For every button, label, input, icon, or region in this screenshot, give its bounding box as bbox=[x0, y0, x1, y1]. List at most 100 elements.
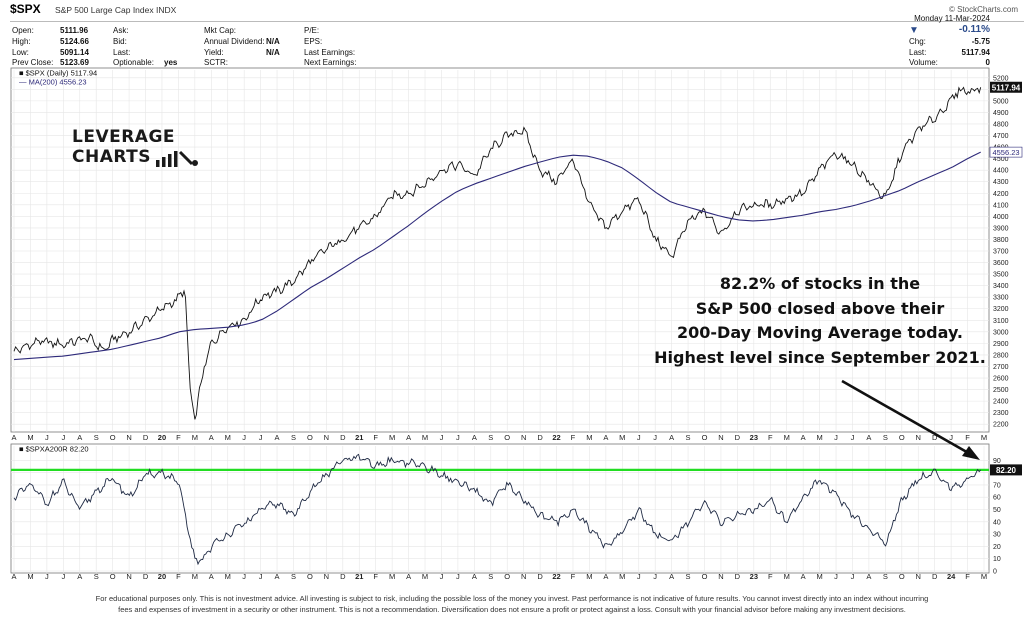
last-price-value: 5117.94 bbox=[961, 48, 990, 57]
x-tick-label: M bbox=[816, 433, 822, 442]
x-tick-label: N bbox=[126, 572, 131, 581]
x-tick-label: M bbox=[586, 572, 592, 581]
annotation-line-3: 200-Day Moving Average today. bbox=[677, 323, 963, 342]
x-tick-label: A bbox=[801, 433, 806, 442]
change-percent: -0.11% bbox=[958, 24, 990, 35]
x-tick-label: F bbox=[176, 572, 181, 581]
y-tick-label: 3200 bbox=[993, 306, 1009, 313]
x-tick-label: D bbox=[143, 433, 149, 442]
y-tick-label: 2400 bbox=[993, 399, 1009, 406]
gridlines bbox=[11, 70, 989, 573]
eps-label: EPS: bbox=[304, 37, 323, 46]
ma200-line bbox=[13, 151, 981, 361]
optionable-label: Optionable: bbox=[113, 58, 154, 67]
copyright-label: © StockCharts.com bbox=[948, 5, 1018, 14]
y-tick-label: 20 bbox=[993, 544, 1001, 551]
chart-canvas: A M J J A S O N D 20 F M A M J J A S O N D 21 F M A M J J A S O N D 22 F M A… bbox=[10, 67, 1023, 581]
x-tick-label: J bbox=[61, 572, 65, 581]
x-tick-label: M bbox=[981, 572, 987, 581]
x-tick-label: J bbox=[45, 572, 49, 581]
x-tick-label: A bbox=[866, 572, 871, 581]
x-tick-label: N bbox=[916, 433, 921, 442]
volume-label: Volume: bbox=[909, 58, 938, 67]
x-tick-label: N bbox=[521, 433, 526, 442]
x-tick-label: S bbox=[686, 572, 691, 581]
y-tick-label: 2700 bbox=[993, 364, 1009, 371]
x-tick-label: F bbox=[176, 433, 181, 442]
y-tick-label: 4700 bbox=[993, 133, 1009, 140]
x-tick-label: A bbox=[406, 572, 411, 581]
sctr-label: SCTR: bbox=[204, 58, 228, 67]
x-tick-label: D bbox=[340, 433, 346, 442]
x-tick-label: J bbox=[653, 572, 657, 581]
x-tick-label: A bbox=[11, 433, 16, 442]
x-tick-label: 20 bbox=[158, 572, 166, 581]
x-tick-label: S bbox=[94, 572, 99, 581]
last-value-text: 5117.94 bbox=[992, 83, 1021, 92]
x-tick-label: S bbox=[883, 572, 888, 581]
y-tick-label: 0 bbox=[993, 569, 997, 576]
annotation-line-2: S&P 500 closed above their bbox=[695, 298, 945, 318]
x-tick-label: O bbox=[702, 433, 708, 442]
x-tick-label: D bbox=[735, 433, 741, 442]
x-tick-label: 23 bbox=[750, 433, 758, 442]
x-tick-label: M bbox=[422, 572, 428, 581]
x-tick-label: 23 bbox=[750, 572, 758, 581]
x-tick-label: O bbox=[899, 433, 905, 442]
mktcap-label: Mkt Cap: bbox=[204, 26, 237, 35]
change-value: -5.75 bbox=[971, 37, 990, 46]
x-tick-label: A bbox=[209, 433, 214, 442]
x-tick-label: F bbox=[373, 572, 378, 581]
x-tick-label: F bbox=[965, 433, 970, 442]
logo-line2: CHARTS bbox=[72, 147, 152, 167]
x-tick-label: A bbox=[11, 572, 16, 581]
x-tick-label: J bbox=[637, 433, 641, 442]
x-tick-label: S bbox=[686, 433, 691, 442]
last-price-label: Last: bbox=[909, 48, 927, 57]
x-tick-label: J bbox=[834, 572, 838, 581]
dividend-value: N/A bbox=[266, 37, 280, 46]
x-tick-label: F bbox=[571, 572, 576, 581]
x-tick-label: O bbox=[504, 433, 510, 442]
y-tick-label: 4400 bbox=[993, 168, 1009, 175]
x-tick-label: M bbox=[27, 433, 33, 442]
x-tick-label: J bbox=[851, 572, 855, 581]
y-tick-label: 4200 bbox=[993, 191, 1009, 198]
prevclose-label: Prev Close: bbox=[12, 58, 54, 67]
x-tick-label: M bbox=[981, 433, 987, 442]
y-tick-label: 4500 bbox=[993, 156, 1009, 163]
x-tick-label: D bbox=[537, 433, 543, 442]
spxa200r-line bbox=[13, 453, 982, 566]
x-tick-label: A bbox=[275, 433, 280, 442]
y-tick-label: 2200 bbox=[993, 422, 1009, 429]
x-tick-label: D bbox=[932, 572, 938, 581]
y-tick-label: 4300 bbox=[993, 179, 1009, 186]
x-tick-label: A bbox=[77, 433, 82, 442]
symbol-label: $SPX bbox=[10, 2, 41, 16]
leverage-charts-logo: LEVERAGE CHARTS bbox=[72, 127, 198, 167]
label-layer: ■ $SPX (Daily) 5117.94— MA(200) 4556.23 5… bbox=[19, 69, 1023, 476]
x-tick-label: A bbox=[801, 572, 806, 581]
y-tick-label: 4100 bbox=[993, 202, 1009, 209]
x-tick-label: D bbox=[537, 572, 543, 581]
y-tick-label: 4900 bbox=[993, 110, 1009, 117]
last-value-tag bbox=[990, 81, 1022, 93]
x-tick-label: F bbox=[373, 433, 378, 442]
x-tick-label: J bbox=[242, 572, 246, 581]
x-tick-label: O bbox=[307, 572, 313, 581]
date-label: Monday 11-Mar-2024 bbox=[914, 14, 990, 23]
annotation-arrow bbox=[841, 379, 980, 460]
x-tick-label: M bbox=[225, 433, 231, 442]
x-tick-label: O bbox=[307, 433, 313, 442]
x-tick-label: A bbox=[472, 433, 477, 442]
x-tick-label: M bbox=[784, 433, 790, 442]
ask-label: Ask: bbox=[113, 26, 129, 35]
y-tick-label: 2800 bbox=[993, 352, 1009, 359]
x-tick-label: J bbox=[242, 433, 246, 442]
y-tick-label: 3000 bbox=[993, 329, 1009, 336]
next-earnings-label: Next Earnings: bbox=[304, 58, 357, 67]
x-tick-label: N bbox=[718, 572, 723, 581]
x-tick-label: 20 bbox=[158, 433, 166, 442]
x-tick-label: S bbox=[291, 433, 296, 442]
x-tick-label: 21 bbox=[355, 572, 363, 581]
